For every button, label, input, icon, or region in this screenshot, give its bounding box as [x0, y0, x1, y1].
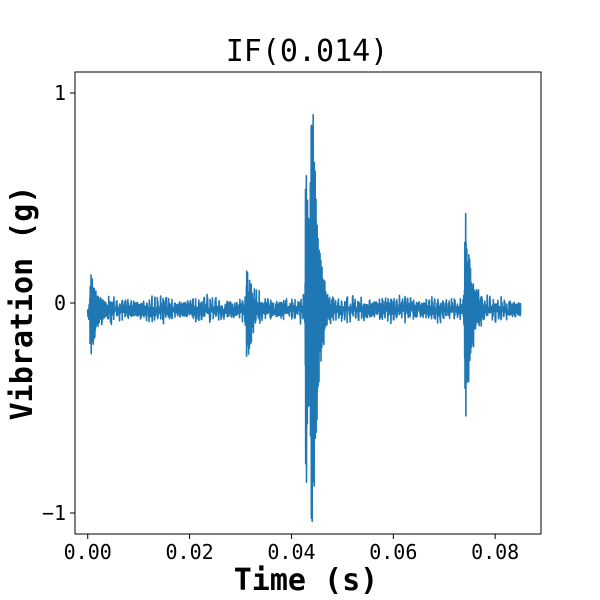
x-tick-label: 0.04 — [267, 540, 315, 564]
x-axis: 0.00 0.02 0.04 0.06 0.08 — [64, 534, 519, 564]
y-tick-label: 0 — [54, 291, 66, 315]
y-tick-label: −1 — [42, 501, 66, 525]
x-tick-label: 0.00 — [64, 540, 112, 564]
vibration-series-line — [86, 113, 522, 523]
x-tick-label: 0.06 — [369, 540, 417, 564]
y-tick-label: 1 — [54, 81, 66, 105]
y-axis: −1 0 1 — [42, 81, 75, 525]
chart-title: IF(0.014) — [226, 34, 389, 69]
x-axis-label: Time (s) — [234, 563, 379, 598]
y-axis-label: Vibration (g) — [5, 186, 40, 421]
x-tick-label: 0.08 — [471, 540, 519, 564]
x-tick-label: 0.02 — [166, 540, 214, 564]
